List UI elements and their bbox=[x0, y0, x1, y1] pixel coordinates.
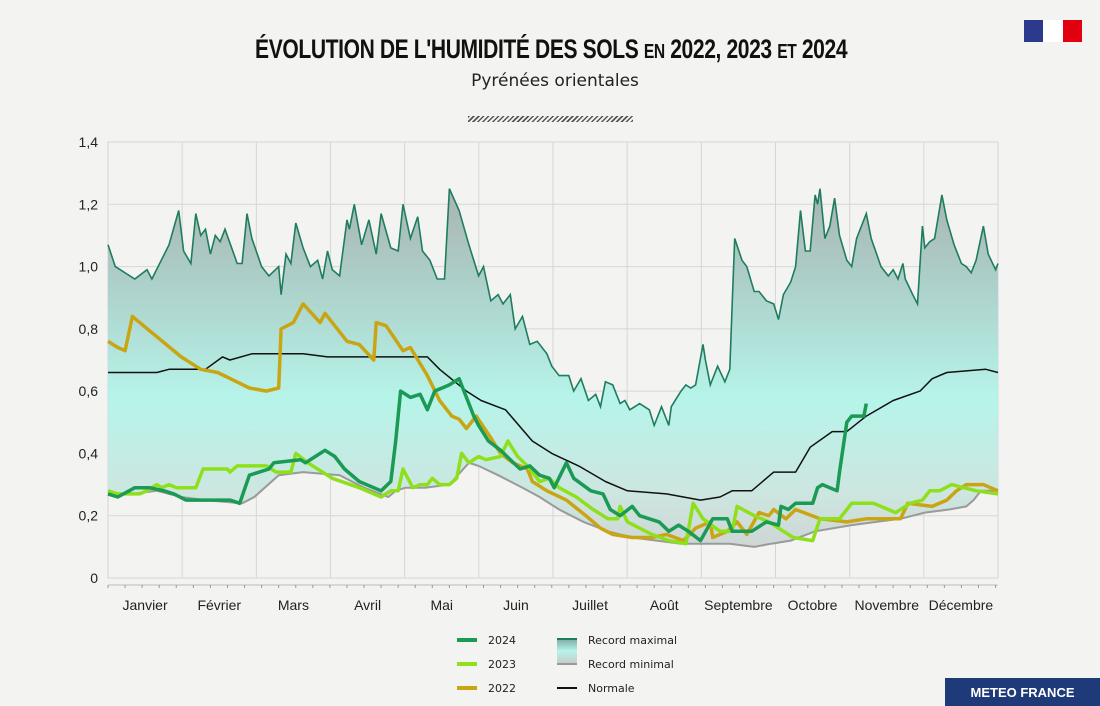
meteo-france-badge: METEO FRANCE bbox=[945, 678, 1100, 706]
title-text: 2024 bbox=[801, 34, 848, 64]
x-tick-label: Décembre bbox=[929, 597, 994, 613]
axes: 0 0,2 0,4 0,6 0,8 1,0 1,2 1,4 Janvier Février Mars… bbox=[79, 134, 998, 613]
y-tick-label: 0 bbox=[90, 570, 98, 586]
chart-subtitle: Pyrénées orientales bbox=[471, 71, 639, 91]
legend-swatch-record-band bbox=[557, 638, 577, 664]
title-text: ET bbox=[777, 41, 797, 63]
legend-label-normale: Normale bbox=[588, 682, 635, 695]
french-government-flag-logo bbox=[1024, 20, 1082, 42]
x-tick-label: Octobre bbox=[788, 597, 838, 613]
x-tick-label: Juin bbox=[503, 597, 529, 613]
record-band bbox=[107, 188, 999, 548]
hatched-divider bbox=[468, 116, 633, 122]
title-text: EN bbox=[643, 41, 665, 63]
y-tick-label: 0,8 bbox=[79, 321, 99, 337]
title-text: ÉVOLUTION DE L'HUMIDITÉ DES SOLS bbox=[255, 34, 639, 64]
y-tick-label: 0,2 bbox=[79, 508, 99, 524]
series-line-2023 bbox=[107, 439, 999, 546]
x-tick-label: Février bbox=[197, 597, 241, 613]
series-line-normale bbox=[108, 353, 999, 501]
x-tick-label: Janvier bbox=[123, 597, 168, 613]
x-tick-label: Mars bbox=[278, 597, 309, 613]
y-tick-label: 0,6 bbox=[79, 383, 99, 399]
legend-label-record-min: Record minimal bbox=[588, 658, 674, 671]
x-tick-label: Juillet bbox=[572, 597, 608, 613]
x-tick-label: Septembre bbox=[704, 597, 773, 613]
record-max-line bbox=[107, 188, 999, 428]
legend-label-2023: 2023 bbox=[488, 658, 516, 671]
series-line-2022 bbox=[107, 302, 999, 543]
y-tick-label: 1,0 bbox=[79, 259, 99, 275]
legend: 2024 2023 2022 Record maximal Record min… bbox=[457, 634, 677, 695]
title-text: 2022, 2023 bbox=[670, 34, 772, 64]
x-tick-label: Août bbox=[650, 597, 679, 613]
chart-title: ÉVOLUTION DE L'HUMIDITÉ DES SOLS EN 2022… bbox=[122, 34, 980, 65]
legend-label-2024: 2024 bbox=[488, 634, 516, 647]
series-line-2024 bbox=[107, 376, 869, 543]
legend-label-record-max: Record maximal bbox=[588, 634, 677, 647]
y-tick-label: 0,4 bbox=[79, 445, 99, 461]
legend-label-2022: 2022 bbox=[488, 682, 516, 695]
x-tick-label: Novembre bbox=[854, 597, 919, 613]
series-lines bbox=[107, 302, 999, 546]
x-tick-label: Mai bbox=[430, 597, 453, 613]
record-min-line bbox=[108, 461, 998, 548]
y-tick-label: 1,4 bbox=[79, 134, 99, 150]
y-tick-label: 1,2 bbox=[79, 196, 99, 212]
x-tick-label: Avril bbox=[354, 597, 381, 613]
